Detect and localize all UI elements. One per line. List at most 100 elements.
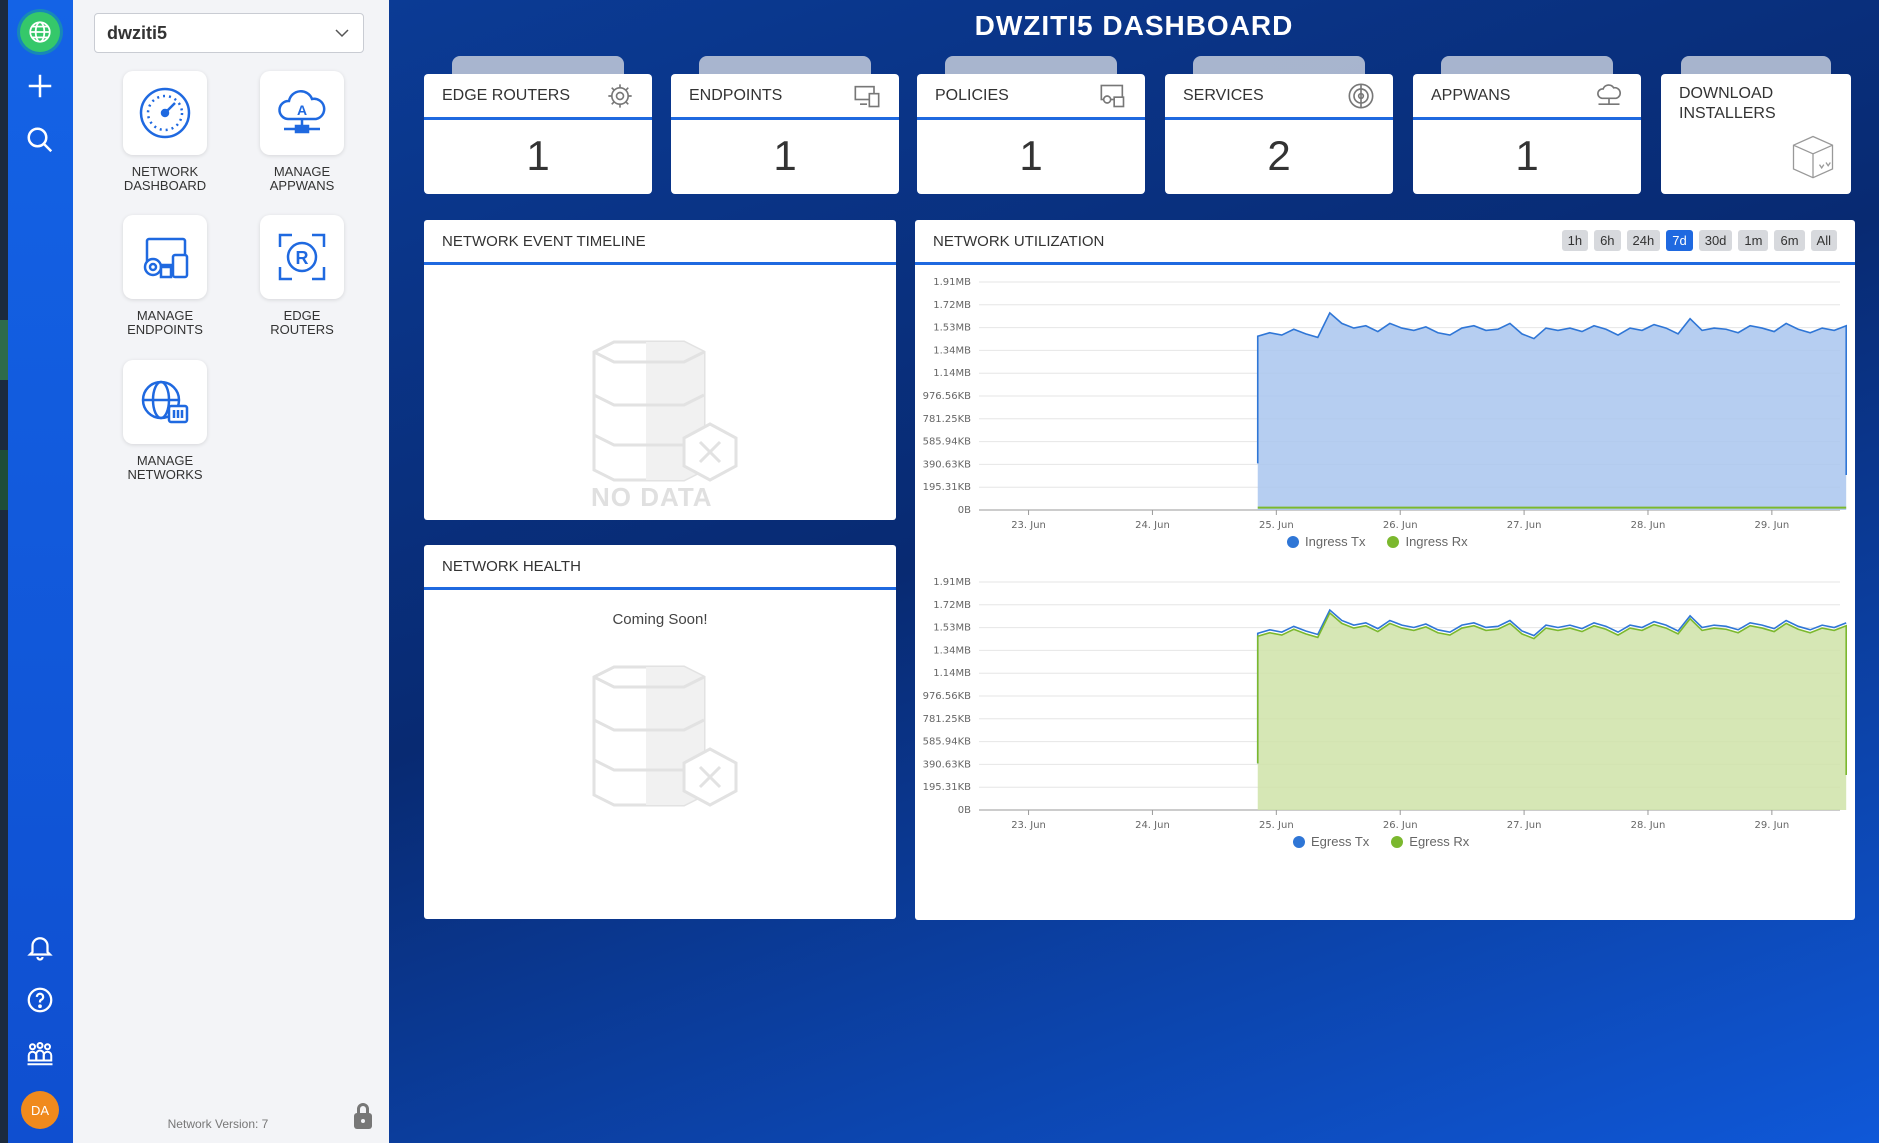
- x-tick-label: 24. Jun: [1135, 520, 1170, 531]
- window-edge: [0, 0, 8, 1143]
- stat-card-endpoints[interactable]: ENDPOINTS 1: [671, 56, 899, 194]
- stat-label: SERVICES: [1183, 86, 1264, 104]
- svg-text:A: A: [297, 102, 307, 118]
- stat-value: 2: [1267, 132, 1291, 179]
- ingress-legend: Ingress Tx Ingress Rx: [1287, 534, 1468, 549]
- tile-network-dashboard[interactable]: NETWORK DASHBOARD: [96, 71, 234, 193]
- page-title: DWZITI5 DASHBOARD: [974, 10, 1294, 41]
- y-tick-label: 1.34MB: [933, 645, 971, 656]
- database-empty-icon: [592, 340, 738, 482]
- legend-item[interactable]: Ingress Tx: [1287, 534, 1365, 549]
- lock-icon[interactable]: [351, 1101, 375, 1131]
- user-avatar[interactable]: DA: [21, 1091, 59, 1129]
- stat-value: 1: [1019, 132, 1043, 179]
- legend-label: Ingress Tx: [1305, 534, 1366, 549]
- series-line: [1256, 611, 1847, 776]
- range-button-6h[interactable]: 6h: [1594, 230, 1621, 251]
- devices-icon: [854, 85, 880, 107]
- stat-card-policies[interactable]: POLICIES 1: [917, 56, 1145, 194]
- x-tick-label: 23. Jun: [1011, 520, 1046, 531]
- globe-logo-icon[interactable]: [20, 12, 60, 52]
- network-version: Network Version: 7: [167, 1117, 269, 1131]
- appwan-cloud-icon: [1597, 83, 1622, 105]
- stat-value: 1: [773, 132, 797, 179]
- stat-label: APPWANS: [1431, 86, 1511, 104]
- sidebar: dwziti5 NETWORK DASHBOARD A MANAGE APPWA…: [73, 0, 389, 1143]
- y-tick-label: 976.56KB: [923, 691, 972, 702]
- tile-manage-endpoints[interactable]: MANAGE ENDPOINTS: [96, 215, 234, 337]
- series-area: [1257, 612, 1847, 810]
- tile-manage-appwans[interactable]: A MANAGE APPWANS: [233, 71, 371, 193]
- team-icon[interactable]: [20, 1033, 60, 1073]
- policy-icon: [1100, 84, 1125, 107]
- ingress-chart: 1.91MB 1.72MB 1.53MB 1.34MB 1.14MB 976.56KB 78…: [923, 277, 1847, 531]
- x-tick-label: 23. Jun: [1011, 820, 1046, 831]
- panel-event-timeline: NETWORK EVENT TIMELINE NO DATA: [424, 220, 896, 520]
- panel-title: NETWORK HEALTH: [424, 545, 896, 590]
- y-tick-label: 390.63KB: [923, 759, 972, 770]
- app-rail: DA: [0, 0, 73, 1143]
- range-button-all[interactable]: All: [1810, 230, 1837, 251]
- box-download-icon: [1792, 135, 1834, 179]
- x-tick-label: 27. Jun: [1507, 520, 1542, 531]
- range-button-6m[interactable]: 6m: [1774, 230, 1805, 251]
- series-line: [1256, 311, 1847, 476]
- y-tick-label: 0B: [958, 805, 971, 816]
- x-tick-label: 28. Jun: [1631, 520, 1666, 531]
- y-tick-label: 781.25KB: [923, 714, 972, 725]
- y-tick-label: 1.72MB: [933, 600, 971, 611]
- tile-label: EDGE ROUTERS: [270, 308, 334, 337]
- range-button-24h[interactable]: 24h: [1626, 230, 1661, 251]
- legend-label: Egress Rx: [1409, 834, 1470, 849]
- stat-label: EDGE ROUTERS: [442, 86, 571, 104]
- tile-label: MANAGE APPWANS: [269, 164, 335, 193]
- network-select[interactable]: dwziti5: [94, 13, 364, 53]
- stat-label: ENDPOINTS: [689, 86, 783, 104]
- chevron-down-icon: [335, 29, 349, 38]
- add-icon[interactable]: [20, 66, 60, 106]
- y-tick-label: 1.91MB: [933, 577, 971, 588]
- range-button-1m[interactable]: 1m: [1738, 230, 1769, 251]
- y-tick-label: 1.53MB: [933, 623, 971, 634]
- tile-edge-routers[interactable]: R EDGE ROUTERS: [233, 215, 371, 337]
- stat-card-edge-routers[interactable]: EDGE ROUTERS 1: [424, 56, 652, 194]
- services-icon: [1348, 83, 1374, 108]
- legend-item[interactable]: Egress Tx: [1293, 834, 1369, 849]
- x-tick-label: 26. Jun: [1383, 820, 1418, 831]
- y-tick-label: 195.31KB: [923, 482, 972, 493]
- help-icon[interactable]: [20, 980, 60, 1020]
- stat-card-services[interactable]: SERVICES 2: [1165, 56, 1393, 194]
- main-area: DWZITI5 DASHBOARD EDGE ROUTERS 1 ENDPOIN…: [389, 0, 1879, 1143]
- svg-text:R: R: [296, 248, 309, 268]
- time-range-group: 1h 6h 24h 7d 30d 1m 6m All: [1561, 230, 1837, 251]
- y-tick-label: 976.56KB: [923, 391, 972, 402]
- cloud-appwan-icon: A: [260, 71, 344, 155]
- x-tick-label: 26. Jun: [1383, 520, 1418, 531]
- legend-item[interactable]: Egress Rx: [1391, 834, 1469, 849]
- range-button-1h[interactable]: 1h: [1561, 230, 1589, 251]
- x-tick-label: 29. Jun: [1755, 820, 1790, 831]
- range-button-30d[interactable]: 30d: [1698, 230, 1733, 251]
- y-tick-label: 1.53MB: [933, 323, 971, 334]
- x-tick-label: 24. Jun: [1135, 820, 1170, 831]
- search-icon[interactable]: [20, 120, 60, 160]
- x-tick-label: 27. Jun: [1507, 820, 1542, 831]
- legend-item[interactable]: Ingress Rx: [1387, 534, 1468, 549]
- x-tick-label: 28. Jun: [1631, 820, 1666, 831]
- y-tick-label: 390.63KB: [923, 459, 972, 470]
- egress-chart: 1.91MB 1.72MB 1.53MB 1.34MB 1.14MB 976.56KB 78…: [923, 577, 1847, 831]
- range-button-7d[interactable]: 7d: [1666, 230, 1693, 251]
- egress-legend: Egress Tx Egress Rx: [1293, 834, 1469, 849]
- download-installers-card[interactable]: DOWNLOAD INSTALLERS: [1661, 56, 1851, 194]
- legend-label: Ingress Rx: [1405, 534, 1468, 549]
- y-tick-label: 585.94KB: [923, 737, 972, 748]
- tile-label: MANAGE ENDPOINTS: [127, 308, 203, 337]
- bell-icon[interactable]: [20, 927, 60, 967]
- y-tick-label: 585.94KB: [923, 437, 972, 448]
- dashboard-gauge-icon: [123, 71, 207, 155]
- series-area: [1257, 312, 1847, 510]
- legend-label: Egress Tx: [1311, 834, 1370, 849]
- endpoints-devices-icon: [123, 215, 207, 299]
- stat-card-appwans[interactable]: APPWANS 1: [1413, 56, 1641, 194]
- tile-manage-networks[interactable]: MANAGE NETWORKS: [96, 360, 234, 482]
